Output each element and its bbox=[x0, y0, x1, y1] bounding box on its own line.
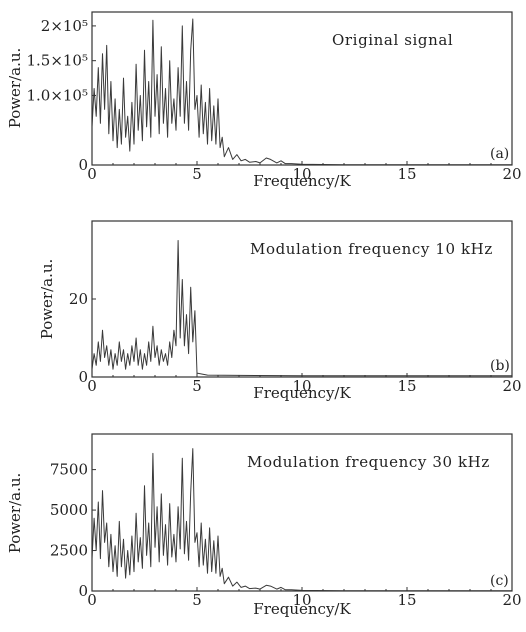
x-tick-label: 0 bbox=[87, 165, 97, 183]
y-tick-label: 1.5×10⁵ bbox=[26, 52, 88, 70]
x-tick-label: 10 bbox=[292, 165, 311, 183]
y-tick-label: 7500 bbox=[50, 461, 88, 479]
y-ticks-c: 0 2500 5000 7500 bbox=[50, 461, 96, 600]
x-tick-label: 10 bbox=[292, 591, 311, 609]
y-ticks-b: 0 20 bbox=[69, 290, 96, 386]
y-axis-title-c: Power/a.u. bbox=[6, 473, 24, 554]
x-tick-label: 20 bbox=[502, 377, 521, 395]
x-ticks-b: 0 5 10 15 20 bbox=[87, 373, 522, 395]
y-axis-title-b: Power/a.u. bbox=[38, 259, 56, 340]
chart-title-a: Original signal bbox=[332, 31, 453, 49]
y-tick-label: 2×10⁵ bbox=[41, 17, 88, 35]
chart-title-c: Modulation frequency 30 kHz bbox=[247, 453, 490, 471]
x-tick-label: 0 bbox=[87, 591, 97, 609]
x-axis-title-a: Frequency/K bbox=[253, 172, 351, 190]
chart-title-b: Modulation frequency 10 kHz bbox=[250, 240, 493, 258]
x-tick-label: 20 bbox=[502, 165, 521, 183]
y-tick-label: 20 bbox=[69, 290, 88, 308]
y-axis-title-a: Power/a.u. bbox=[6, 48, 24, 129]
y-ticks-a: 0 1.0×10⁵ 1.5×10⁵ 2×10⁵ bbox=[26, 17, 96, 174]
y-tick-label: 5000 bbox=[50, 501, 88, 519]
x-tick-label: 0 bbox=[87, 377, 97, 395]
y-tick-label: 0 bbox=[78, 156, 88, 174]
x-axis-title-c: Frequency/K bbox=[253, 600, 351, 618]
series-line-b bbox=[91, 240, 512, 377]
x-tick-label: 15 bbox=[397, 591, 416, 609]
panel-label-b: (b) bbox=[490, 358, 510, 374]
x-tick-label: 20 bbox=[502, 591, 521, 609]
panel-c: Modulation frequency 30 kHz (c) Frequenc… bbox=[6, 433, 522, 618]
panel-label-a: (a) bbox=[490, 146, 509, 162]
panel-b: Modulation frequency 10 kHz (b) Frequenc… bbox=[38, 220, 522, 402]
x-ticks-c: 0 5 10 15 20 bbox=[87, 587, 522, 609]
x-tick-label: 10 bbox=[292, 377, 311, 395]
x-tick-label: 5 bbox=[192, 165, 202, 183]
x-ticks-a: 0 5 10 15 20 bbox=[87, 161, 522, 183]
y-tick-label: 1.0×10⁵ bbox=[26, 86, 88, 104]
x-tick-label: 5 bbox=[192, 591, 202, 609]
panel-label-c: (c) bbox=[490, 573, 509, 589]
x-axis-title-b: Frequency/K bbox=[253, 384, 351, 402]
y-tick-label: 2500 bbox=[50, 542, 88, 560]
x-tick-label: 15 bbox=[397, 377, 416, 395]
x-tick-label: 5 bbox=[192, 377, 202, 395]
y-tick-label: 0 bbox=[78, 582, 88, 600]
y-tick-label: 0 bbox=[78, 368, 88, 386]
series-line-a bbox=[91, 18, 512, 166]
panel-a: Original signal (a) Frequency/K Power/a.… bbox=[6, 11, 522, 190]
series-line-c bbox=[91, 448, 512, 592]
x-tick-label: 15 bbox=[397, 165, 416, 183]
